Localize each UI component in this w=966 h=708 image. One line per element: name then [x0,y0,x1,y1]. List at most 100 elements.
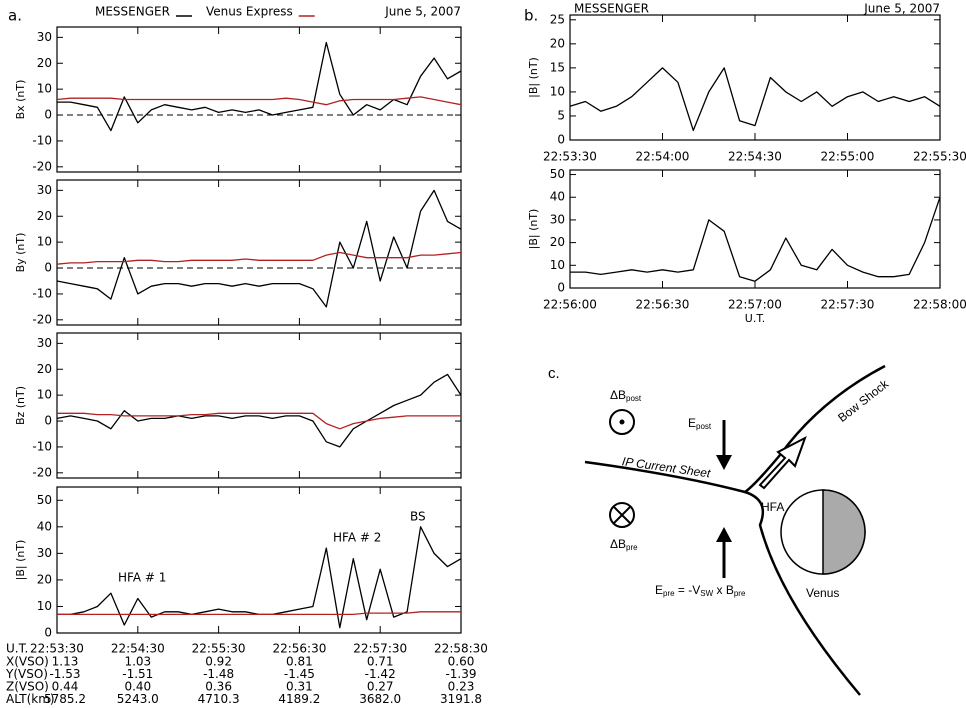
x-tick-label: 22:56:30 [636,298,690,312]
legend-label: Venus Express [206,5,293,19]
ephemeris-value: 0.81 [286,655,313,669]
y-axis-label: Bx (nT) [14,80,27,120]
x-tick-label: 22:57:00 [728,298,782,312]
ephemeris-value: 0.92 [205,655,232,669]
ephemeris-row-label: Z(VSO) [6,680,49,694]
y-tick-label: 0 [44,626,52,640]
e-pre-arrowhead [716,527,732,542]
y-tick-label: 40 [550,190,565,204]
y-tick-label: 10 [37,82,52,96]
current-sheet-line [584,460,746,494]
series-line [57,611,461,616]
plot-frame [56,486,462,634]
plot-frame [569,14,941,141]
y-axis-label: By (nT) [14,233,27,273]
hfa-expansion-arrow [758,435,807,490]
x-tick-label: 22:56:30 [272,642,326,656]
ephemeris-value: 0.71 [367,655,394,669]
y-tick-label: 5 [557,108,565,122]
x-tick-label: 22:55:00 [821,150,875,164]
into-page-symbol [609,502,635,528]
y-tick-label: 0 [44,108,52,122]
ephemeris-value: 5785.2 [44,692,86,706]
series-line [570,196,941,282]
x-tick-label: 22:53:30 [30,642,84,656]
ephemeris-row-label: X(VSO) [6,655,49,669]
y-tick-label: -20 [32,159,52,173]
diagram: c. ΔBpost Epost IP Current Sheet Bow Sho… [548,364,892,696]
y-tick-label: 30 [37,30,52,44]
y-tick-label: 15 [550,60,565,74]
y-tick-label: 0 [557,133,565,147]
out-of-page-symbol [609,409,635,435]
current-sheet-label: IP Current Sheet [621,454,712,480]
ephemeris-value: 4710.3 [198,692,240,706]
e-post-arrowhead [716,455,732,470]
ephemeris-value: -1.42 [365,667,396,681]
x-tick-label: 22:54:30 [728,150,782,164]
y-tick-label: 30 [550,212,565,226]
y-tick-label: 0 [44,414,52,428]
y-tick-label: 30 [37,546,52,560]
y-axis-label: |B| (nT) [527,57,540,98]
x-tick-label: 22:57:30 [821,298,875,312]
ephemeris-value: 3682.0 [359,692,401,706]
y-tick-label: 20 [550,235,565,249]
x-axis-label: U.T. [745,312,765,325]
series-line [56,96,462,106]
y-tick-label: 10 [37,235,52,249]
ephemeris-value: 0.60 [448,655,475,669]
y-tick-label: 20 [37,209,52,223]
x-tick-label: 22:56:00 [543,298,597,312]
y-tick-label: 50 [37,493,52,507]
out-of-page-dot [619,419,625,425]
y-tick-label: -10 [32,439,52,453]
ephemeris-value: 1.13 [52,655,79,669]
series-line [57,41,462,132]
x-tick-label: 22:55:30 [913,150,966,164]
annotation: HFA # 1 [118,571,166,585]
ephemeris-value: 1.03 [124,655,151,669]
ephemeris-value: -1.53 [49,667,80,681]
ephemeris-value: -1.48 [203,667,234,681]
chart-title: MESSENGER [574,2,649,16]
bow-shock-label: Bow Shock [835,376,892,425]
y-axis-label: |B| (nT) [14,540,27,581]
ephemeris-value: 0.36 [205,680,232,694]
panel-label: c. [548,365,560,382]
hfa-label: HFA [761,500,784,514]
ephemeris-row-label: ALT(km) [6,692,55,706]
ephemeris-value: 0.23 [448,680,475,694]
chart-date: June 5, 2007 [384,5,461,19]
x-tick-label: 22:54:30 [111,642,165,656]
x-tick-label: 22:53:30 [543,150,597,164]
series-line [56,189,462,308]
ephemeris-value: -1.51 [122,667,153,681]
e-post-label: Epost [688,416,712,431]
y-tick-label: -20 [32,312,52,326]
y-tick-label: 20 [37,572,52,586]
y-tick-label: 30 [37,336,52,350]
ephemeris-value: 5243.0 [117,692,159,706]
x-tick-label: 22:55:30 [192,642,246,656]
y-tick-label: 10 [37,599,52,613]
ephemeris-row-label: Y(VSO) [5,667,48,681]
ephemeris-value: 0.27 [367,680,394,694]
venus-label: Venus [806,586,839,600]
annotation: BS [410,510,426,524]
annotation: HFA # 2 [333,531,381,545]
ephemeris-value: 3191.8 [440,692,482,706]
y-tick-label: 30 [37,183,52,197]
y-axis-label: Bz (nT) [14,386,27,425]
x-tick-label: 22:54:00 [636,150,690,164]
ephemeris-value: 0.40 [124,680,151,694]
x-tick-label: 22:58:30 [434,642,488,656]
panel-label: a. [8,7,22,25]
plot-frame [56,332,462,479]
ephemeris-value: 0.31 [286,680,313,694]
chart-date: June 5, 2007 [863,2,940,16]
venus-night-side [822,489,866,575]
ephemeris-value: -1.45 [284,667,315,681]
series-line [56,251,462,265]
ephemeris-ut-label: U.T. [6,642,28,656]
